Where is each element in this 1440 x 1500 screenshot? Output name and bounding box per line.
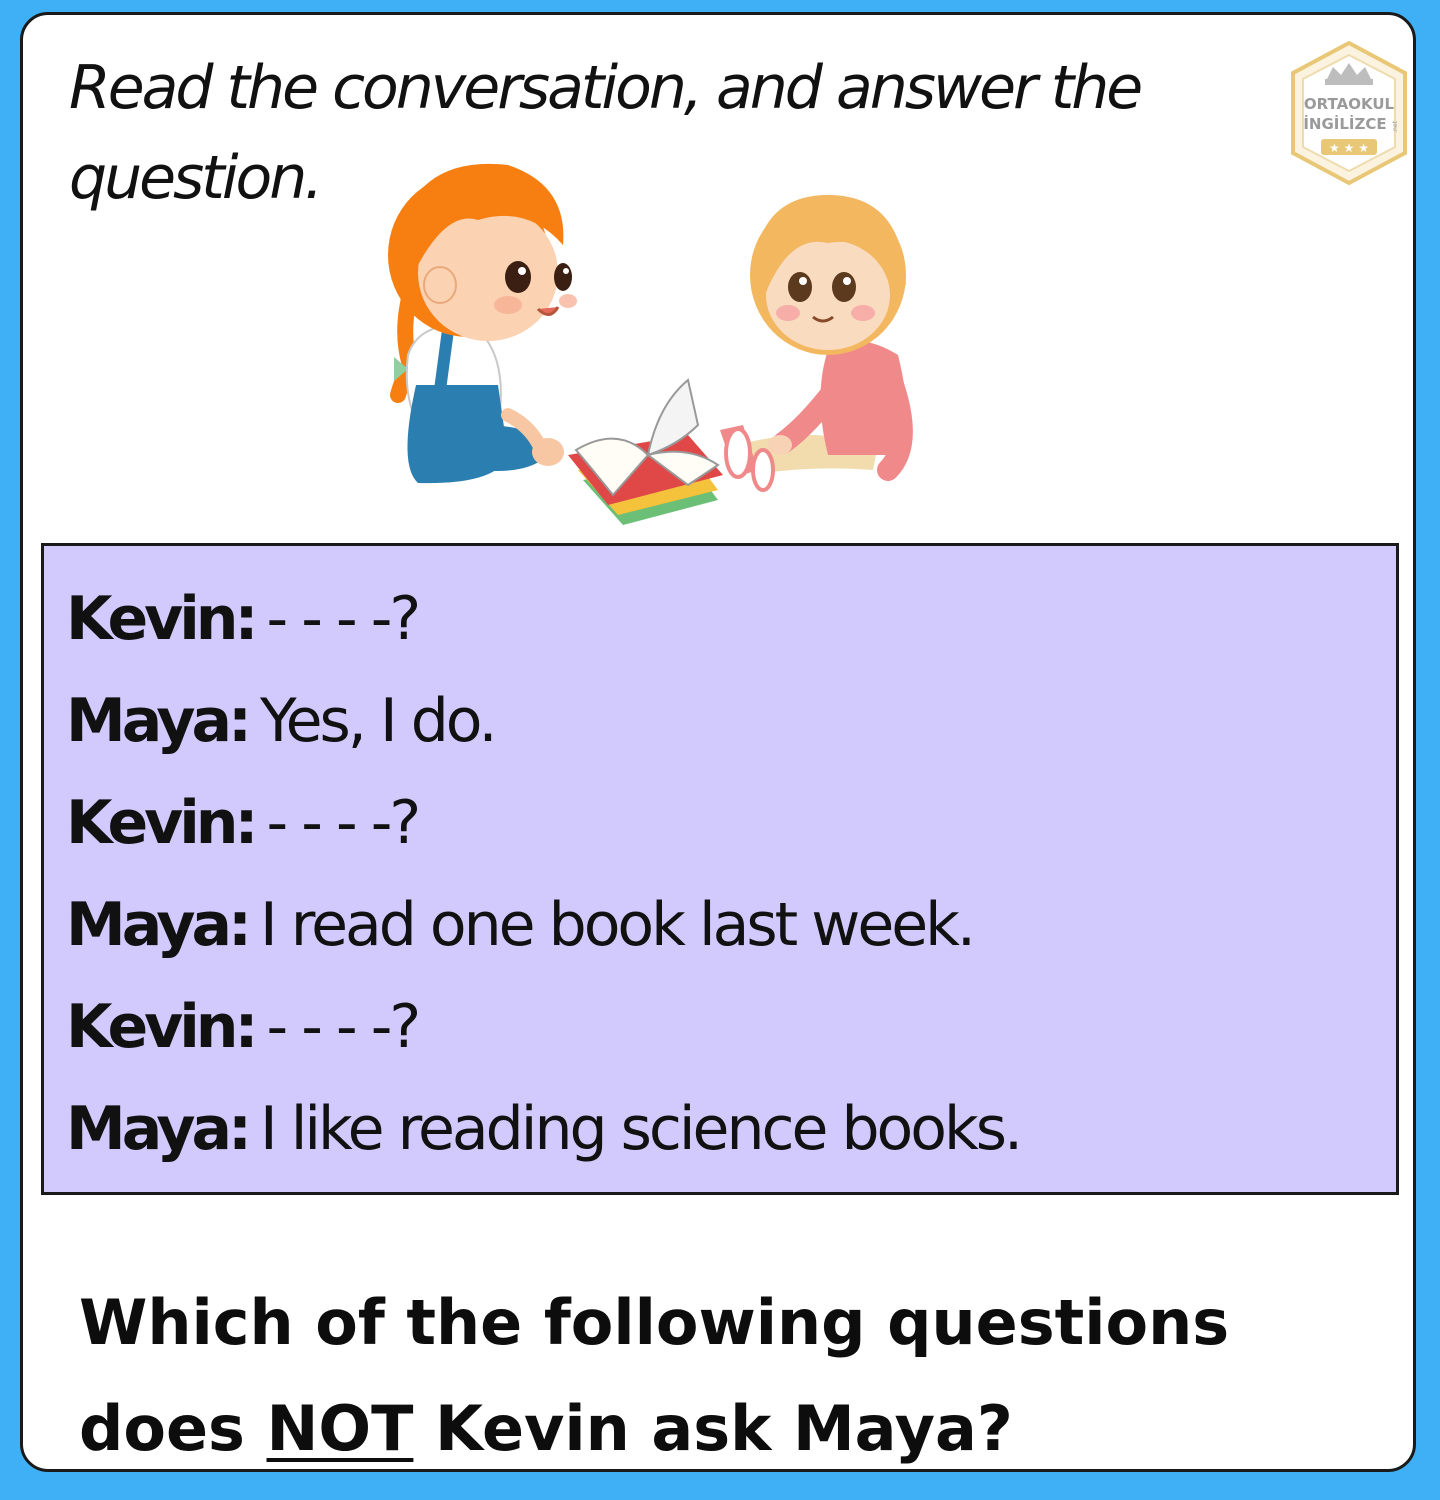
svg-text:ORTAOKUL: ORTAOKUL bbox=[1304, 95, 1395, 113]
crown-icon bbox=[1327, 63, 1371, 79]
speaker-name: Kevin: bbox=[66, 788, 259, 858]
svg-text:★ ★ ★: ★ ★ ★ bbox=[1329, 141, 1369, 155]
speaker-name: Maya: bbox=[66, 1094, 252, 1164]
books-stack-icon bbox=[568, 378, 723, 525]
dialog-text: I like reading science books. bbox=[259, 1094, 1023, 1164]
question-card: Read the conversation, and answer the qu… bbox=[20, 12, 1416, 1472]
question-emphasis: NOT bbox=[266, 1392, 414, 1465]
question-text: Which of the following questions does NO… bbox=[79, 1270, 1379, 1469]
dialog-text: - - - -? bbox=[266, 788, 422, 858]
dialog-text: - - - -? bbox=[266, 992, 422, 1062]
dialog-text: I read one book last week. bbox=[259, 890, 976, 960]
dialog-line: Kevin: - - - -? bbox=[66, 976, 1396, 1078]
girl-figure bbox=[388, 163, 577, 484]
dialog-text: Yes, I do. bbox=[259, 686, 498, 756]
speaker-name: Maya: bbox=[66, 890, 252, 960]
kids-reading-illustration bbox=[388, 163, 913, 525]
dialog-line: Maya: I read one book last week. bbox=[66, 874, 1396, 976]
instruction-text: Read the conversation, and answer the qu… bbox=[69, 53, 1143, 213]
dialog-line: Maya: Yes, I do. bbox=[66, 670, 1396, 772]
speaker-name: Maya: bbox=[66, 686, 252, 756]
sneaker-icon bbox=[724, 427, 752, 479]
question-part-1: Which of the following questions does bbox=[79, 1286, 1230, 1465]
svg-text:.net: .net bbox=[1392, 120, 1399, 132]
dialog-line: Kevin: - - - -? bbox=[66, 772, 1396, 874]
boy-figure bbox=[720, 195, 913, 492]
dialog-line: Kevin: - - - -? bbox=[66, 568, 1396, 670]
speaker-name: Kevin: bbox=[66, 584, 259, 654]
question-part-2: Kevin ask Maya? bbox=[413, 1392, 1013, 1465]
svg-text:İNGİLİZCE: İNGİLİZCE bbox=[1303, 114, 1386, 133]
speaker-name: Kevin: bbox=[66, 992, 259, 1062]
dialog-text: - - - -? bbox=[266, 584, 422, 654]
dialog-line: Maya: I like reading science books. bbox=[66, 1078, 1396, 1180]
conversation-box: Kevin: - - - -? Maya: Yes, I do. Kevin: - -… bbox=[41, 543, 1399, 1195]
ortaokul-ingilizce-logo: ORTAOKUL İNGİLİZCE .net ★ ★ ★ bbox=[1291, 40, 1407, 186]
